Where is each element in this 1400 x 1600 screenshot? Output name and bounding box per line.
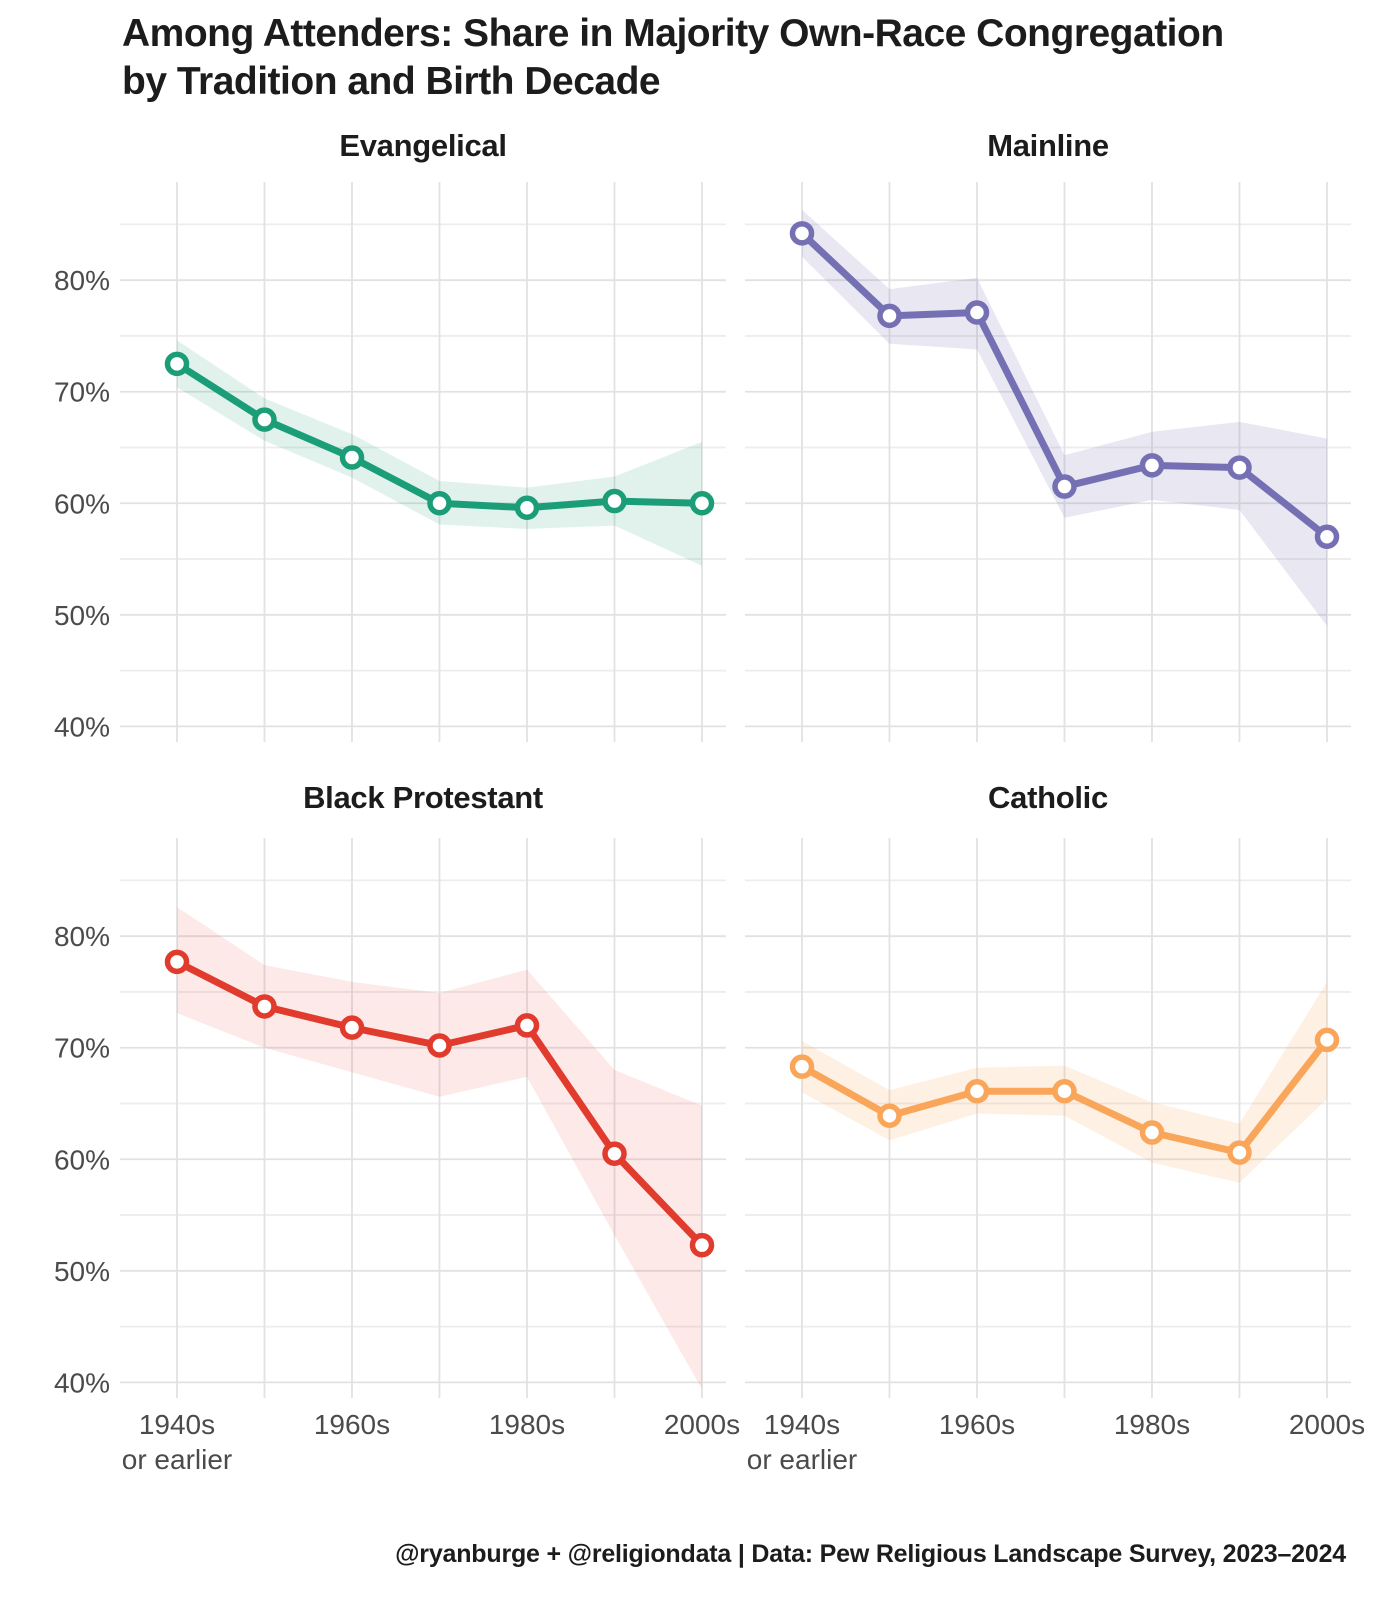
data-point-mainline-1970s xyxy=(1052,474,1077,499)
x-tick-label-1940s: 1940s xyxy=(139,1409,215,1440)
x-tick-label-1960s: 1960s xyxy=(314,1409,390,1440)
data-point-mainline-1990s xyxy=(1227,455,1252,480)
data-point-catholic-1980s xyxy=(1139,1120,1165,1145)
chart-title-line2: by Tradition and Birth Decade xyxy=(122,60,661,103)
y-tick-label-60: 60% xyxy=(54,488,110,519)
data-point-black-protestant-1940s xyxy=(164,949,190,975)
data-point-black-protestant-1960s xyxy=(339,1015,365,1040)
y-tick-label-50: 50% xyxy=(54,1256,110,1287)
source-caption: @ryanburge + @religiondata | Data: Pew R… xyxy=(395,1540,1346,1568)
data-point-catholic-1950s xyxy=(877,1103,902,1129)
x-tick-sublabel: or earlier xyxy=(122,1444,232,1475)
x-tick-label-1980s: 1980s xyxy=(1114,1409,1190,1440)
data-point-evangelical-1990s xyxy=(602,488,627,514)
data-point-catholic-2000s xyxy=(1314,1027,1340,1053)
y-tick-label-40: 40% xyxy=(54,1367,110,1398)
facet-panel-black-protestant: 40% 50% 60% 70% 80% 1940s or earlier 1960s 1980s… xyxy=(54,838,740,1475)
data-point-mainline-1980s xyxy=(1139,453,1165,478)
chart-title-line1: Among Attenders: Share in Majority Own-R… xyxy=(122,12,1224,55)
data-point-catholic-1970s xyxy=(1052,1078,1077,1104)
facet-panel-mainline xyxy=(745,182,1351,742)
data-point-mainline-1950s xyxy=(877,303,902,329)
y-tick-label-80: 80% xyxy=(54,921,110,952)
data-point-mainline-1960s xyxy=(964,300,990,325)
data-point-catholic-1940s xyxy=(789,1054,815,1079)
y-tick-label-70: 70% xyxy=(54,1033,110,1064)
x-tick-label-1940s: 1940s xyxy=(764,1409,840,1440)
facet-title-evangelical: Evangelical xyxy=(339,128,507,163)
data-point-black-protestant-1990s xyxy=(602,1141,627,1166)
facet-panel-evangelical: 40% 50% 60% 70% 80% xyxy=(54,182,726,742)
x-tick-label-2000s: 2000s xyxy=(664,1409,740,1440)
data-point-black-protestant-2000s xyxy=(689,1232,715,1258)
facet-panel-catholic: 1940s or earlier 1960s 1980s 2000s xyxy=(745,838,1365,1475)
data-point-evangelical-2000s xyxy=(689,491,715,516)
y-tick-label-50: 50% xyxy=(54,600,110,631)
facet-title-catholic: Catholic xyxy=(988,780,1108,815)
x-tick-label-1980s: 1980s xyxy=(489,1409,565,1440)
data-point-evangelical-1970s xyxy=(427,491,452,516)
x-tick-label-1960s: 1960s xyxy=(939,1409,1015,1440)
confidence-band-evangelical xyxy=(177,340,702,566)
data-point-evangelical-1960s xyxy=(339,445,365,470)
data-point-evangelical-1950s xyxy=(252,407,277,432)
data-point-black-protestant-1950s xyxy=(252,994,277,1019)
data-point-catholic-1990s xyxy=(1227,1140,1252,1165)
y-tick-label-80: 80% xyxy=(54,265,110,296)
data-point-mainline-2000s xyxy=(1314,524,1340,549)
y-tick-label-70: 70% xyxy=(54,377,110,408)
data-point-catholic-1960s xyxy=(964,1078,990,1104)
facet-title-mainline: Mainline xyxy=(987,128,1109,163)
data-point-black-protestant-1970s xyxy=(427,1033,452,1058)
data-point-mainline-1940s xyxy=(789,221,815,246)
data-point-evangelical-1940s xyxy=(164,351,190,377)
x-tick-label-2000s: 2000s xyxy=(1289,1409,1365,1440)
confidence-band-black-protestant xyxy=(177,907,702,1390)
facet-title-black-protestant: Black Protestant xyxy=(303,780,543,815)
y-tick-label-60: 60% xyxy=(54,1144,110,1175)
data-point-evangelical-1980s xyxy=(514,495,540,520)
x-tick-sublabel: or earlier xyxy=(747,1444,857,1475)
y-tick-label-40: 40% xyxy=(54,711,110,742)
data-point-black-protestant-1980s xyxy=(514,1013,540,1038)
